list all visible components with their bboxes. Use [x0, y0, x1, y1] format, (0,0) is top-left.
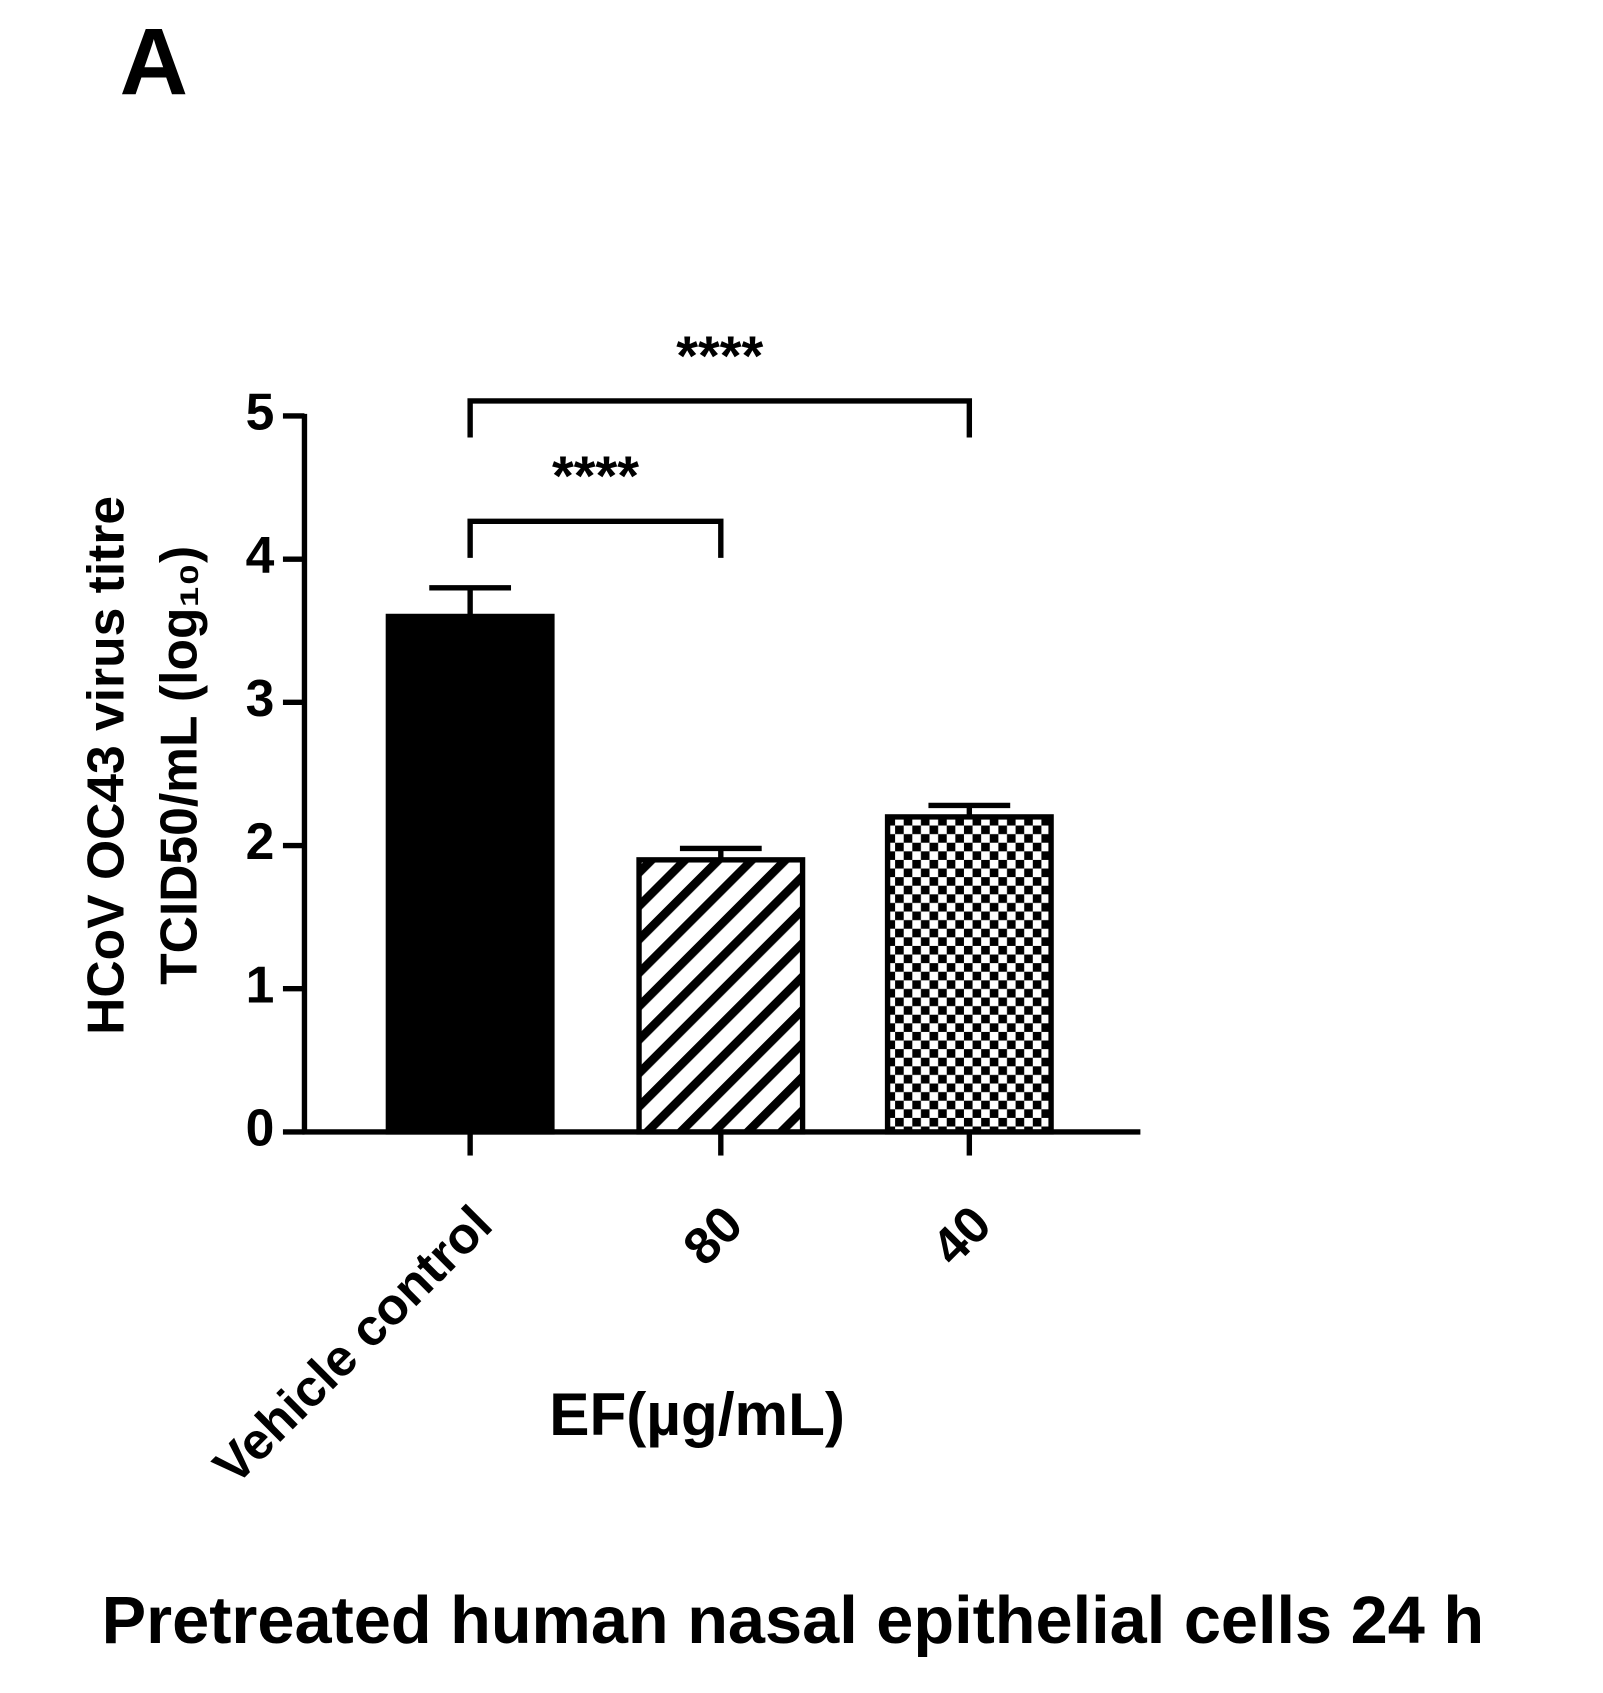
significance-bracket — [467, 398, 973, 438]
y-tick-label: 3 — [246, 669, 275, 727]
x-tick-label: 80 — [672, 1194, 754, 1276]
significance-bracket — [467, 518, 724, 558]
y-tick-label: 0 — [246, 1099, 275, 1157]
y-tick-label: 4 — [246, 526, 275, 584]
x-axis-title: EF(µg/mL) — [549, 1380, 845, 1448]
x-tick-label: Vehicle control — [202, 1194, 503, 1494]
y-tick-label: 2 — [246, 812, 275, 870]
y-axis-title: TCID50/mL (log₁₀) — [150, 546, 208, 985]
error-bar — [429, 585, 512, 617]
panel-label: A — [120, 9, 188, 115]
x-tick-label: 40 — [920, 1194, 1002, 1276]
significance-label: **** — [676, 324, 763, 387]
bar — [884, 814, 1054, 1135]
y-axis-title: HCoV OC43 virus titre — [76, 496, 134, 1035]
bar — [636, 857, 806, 1135]
y-tick-label: 1 — [246, 955, 275, 1013]
bar — [385, 613, 555, 1135]
significance-label: **** — [552, 444, 639, 507]
chart-title: Pretreated human nasal epithelial cells … — [102, 1584, 1484, 1658]
y-tick-label: 5 — [246, 383, 275, 441]
